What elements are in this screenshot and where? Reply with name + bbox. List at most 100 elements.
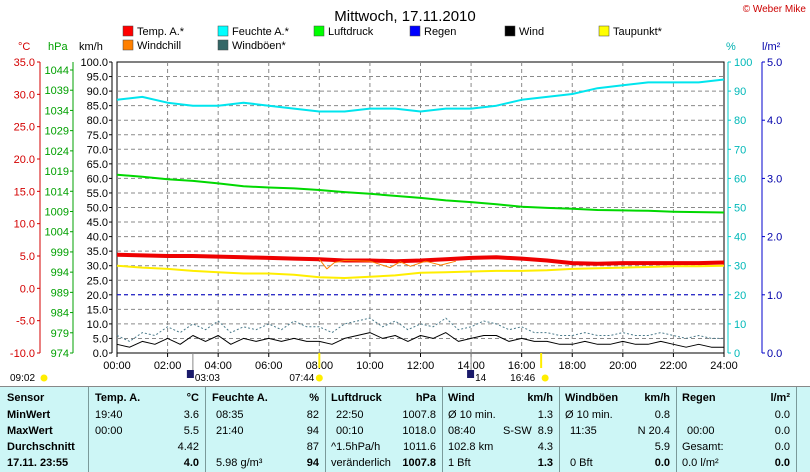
- temp-tick-label: 0.0: [20, 283, 35, 295]
- data-point-3-3: [192, 270, 193, 271]
- legend-label-3: Regen: [424, 26, 456, 38]
- humidity-min-time: 08:35: [216, 409, 244, 421]
- x-tick-label: 00:00: [103, 360, 131, 372]
- pressure-tick-label: 989: [51, 287, 69, 299]
- row-label-min: MinWert: [7, 409, 51, 421]
- data-point-5-45: [686, 347, 687, 348]
- data-point-0-6: [268, 257, 269, 258]
- data-point-2-16: [521, 206, 522, 207]
- data-point-4-5: [390, 267, 391, 268]
- data-point-5-28: [471, 338, 472, 339]
- data-point-1-1: [142, 96, 143, 97]
- chart-title: Mittwoch, 17.11.2010: [334, 8, 475, 25]
- data-point-6-4: [167, 326, 168, 327]
- row-label-max: MaxWert: [7, 425, 53, 437]
- data-point-5-10: [243, 338, 244, 339]
- wind-tick-label: 0.0: [93, 348, 108, 360]
- data-point-3-18: [572, 268, 573, 269]
- data-point-5-39: [610, 344, 611, 345]
- data-point-6-39: [610, 335, 611, 336]
- x-tick-label: 02:00: [154, 360, 182, 372]
- data-point-4-3: [344, 260, 345, 261]
- gust-max-value: N 20.4: [637, 425, 670, 437]
- data-point-5-4: [167, 338, 168, 339]
- data-point-2-10: [369, 193, 370, 194]
- data-point-3-23: [698, 266, 699, 267]
- data-point-6-10: [243, 326, 244, 327]
- temp-avg-value: 4.42: [177, 441, 199, 453]
- legend-label-6: Windchill: [137, 40, 181, 52]
- series-line-1: [116, 78, 725, 113]
- data-point-3-6: [268, 273, 269, 274]
- temp-tick-label: 35.0: [14, 57, 35, 69]
- data-point-0-18: [572, 263, 573, 264]
- humidity-tick-label: 10: [734, 319, 746, 331]
- data-point-0-24: [723, 262, 724, 263]
- data-point-6-35: [559, 335, 560, 336]
- absolute-humidity: 5.98 g/m³: [216, 457, 263, 469]
- humidity-tick-label: 70: [734, 144, 746, 156]
- data-point-5-14: [293, 338, 294, 339]
- humidity-current-value: 94: [306, 457, 319, 469]
- data-point-4-6: [400, 261, 401, 262]
- humidity-tick-label: 50: [734, 203, 746, 215]
- data-point-3-4: [218, 272, 219, 273]
- x-tick-label: 22:00: [660, 360, 688, 372]
- wind-tick-label: 10.0: [87, 319, 108, 331]
- pressure-tick-label: 979: [51, 328, 69, 340]
- humidity-tick-label: 90: [734, 86, 746, 98]
- data-point-6-17: [331, 332, 332, 333]
- data-point-0-23: [698, 263, 699, 264]
- data-point-2-5: [243, 186, 244, 187]
- pressure-current-value: 1007.8: [402, 457, 436, 469]
- data-point-5-34: [546, 341, 547, 342]
- data-point-3-22: [673, 266, 674, 267]
- data-point-1-7: [293, 108, 294, 109]
- wind-tick-label: 70.0: [87, 144, 108, 156]
- wind-header: Wind: [448, 392, 475, 404]
- rain-tick-label: 0.0: [767, 348, 782, 360]
- humidity-max-value: 94: [306, 425, 319, 437]
- rain-column: Regen l/m² 0.0 00:00 0.0 Gesamt: 0.0 0.0…: [676, 387, 797, 472]
- sun-icon: [40, 374, 48, 382]
- humidity-tick-label: 40: [734, 232, 746, 244]
- data-point-2-8: [319, 189, 320, 190]
- data-point-6-19: [357, 320, 358, 321]
- marker-label-3: 14: [475, 373, 487, 384]
- wind-tick-label: 40.0: [87, 232, 108, 244]
- data-point-6-12: [268, 323, 269, 324]
- temp-header: Temp. A.: [95, 392, 141, 404]
- data-point-2-11: [395, 195, 396, 196]
- data-point-4-8: [425, 261, 426, 262]
- legend-label-2: Luftdruck: [328, 26, 374, 38]
- temp-tick-label: 30.0: [14, 89, 35, 101]
- pressure-axis-unit: hPa: [48, 41, 68, 53]
- data-point-6-47: [711, 338, 712, 339]
- data-point-2-15: [496, 204, 497, 205]
- data-point-0-1: [142, 255, 143, 256]
- pressure-avg-value: 1011.6: [403, 441, 436, 453]
- moon-icon: [186, 370, 194, 378]
- data-point-2-14: [471, 202, 472, 203]
- wind-tick-label: 25.0: [87, 275, 108, 287]
- data-point-0-11: [395, 261, 396, 262]
- humidity-tick-label: 100: [734, 57, 752, 69]
- data-point-6-22: [395, 320, 396, 321]
- data-point-1-20: [622, 85, 623, 86]
- data-point-5-18: [344, 338, 345, 339]
- data-point-0-17: [546, 260, 547, 261]
- data-point-5-12: [268, 338, 269, 339]
- data-point-5-33: [534, 341, 535, 342]
- data-point-5-20: [369, 332, 370, 333]
- pressure-tick-label: 1044: [45, 65, 69, 77]
- data-point-0-3: [192, 255, 193, 256]
- data-point-5-16: [319, 341, 320, 342]
- data-point-5-5: [180, 344, 181, 345]
- wind-tick-label: 65.0: [87, 159, 108, 171]
- row-label-current: 17.11. 23:55: [7, 457, 69, 469]
- pressure-tick-label: 1029: [45, 126, 69, 138]
- data-point-4-9: [440, 265, 441, 266]
- legend-swatch-6: [122, 39, 134, 51]
- data-point-3-0: [116, 265, 117, 266]
- data-point-0-20: [622, 263, 623, 264]
